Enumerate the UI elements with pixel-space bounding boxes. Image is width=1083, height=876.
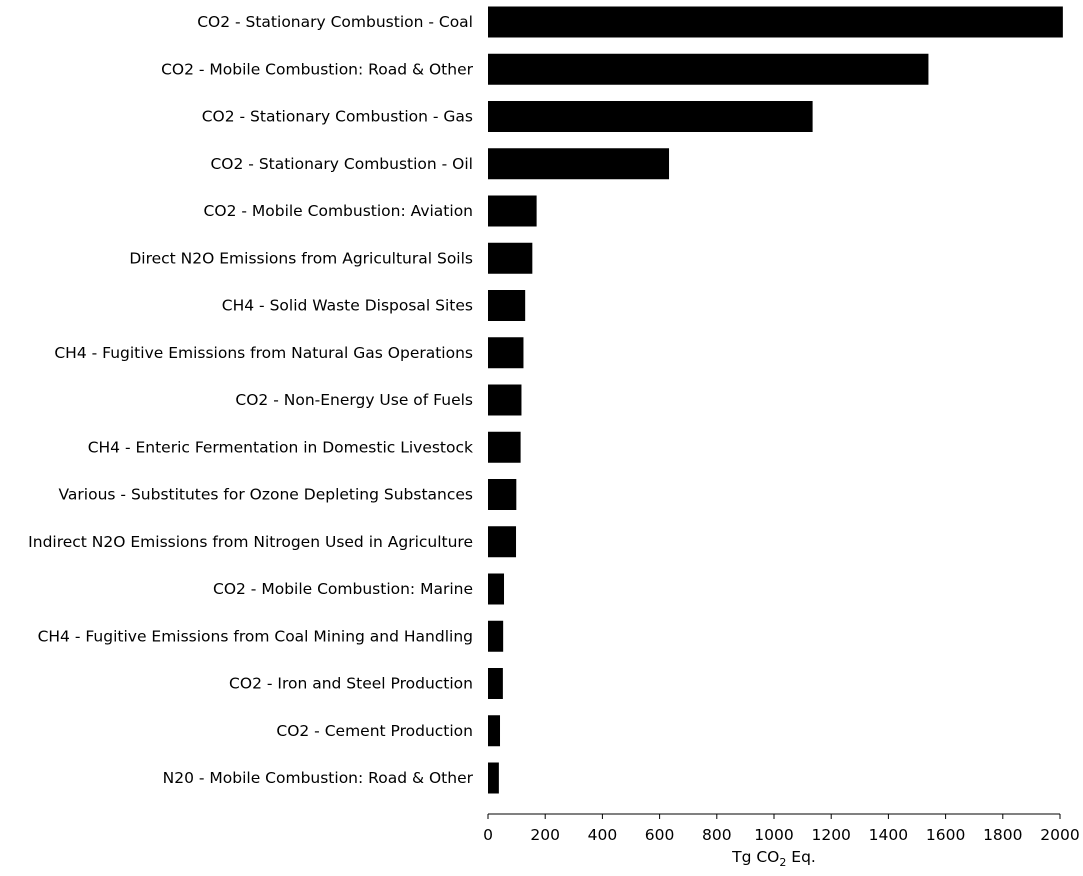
bar	[488, 337, 524, 369]
x-tick-label: 200	[530, 826, 560, 844]
bar	[488, 290, 526, 321]
bar	[488, 101, 813, 132]
category-label: CO2 - Stationary Combustion - Oil	[210, 155, 473, 173]
bars-group	[488, 6, 1063, 794]
x-axis-title-suffix: Eq.	[786, 848, 816, 866]
category-label: Various - Substitutes for Ozone Depletin…	[59, 486, 473, 504]
category-label: CH4 - Solid Waste Disposal Sites	[222, 297, 473, 315]
bar	[488, 6, 1063, 38]
bar	[488, 620, 504, 652]
bar	[488, 431, 521, 463]
x-axis-ticks: 0 200 400 600 800 1000 1200 1400 1600 1800 2000	[483, 814, 1080, 844]
x-tick-label: 600	[645, 826, 675, 844]
x-tick-label: 1800	[983, 826, 1022, 844]
category-label: CH4 - Fugitive Emissions from Coal Minin…	[38, 627, 473, 645]
category-label: N20 - Mobile Combustion: Road & Other	[163, 769, 474, 787]
category-label: Direct N2O Emissions from Agricultural S…	[129, 249, 473, 267]
x-axis-title-main: Tg CO	[731, 848, 779, 866]
bar	[488, 479, 517, 510]
category-label: CO2 - Mobile Combustion: Marine	[213, 580, 473, 598]
category-label: CH4 - Enteric Fermentation in Domestic L…	[88, 438, 473, 456]
category-label: Indirect N2O Emissions from Nitrogen Use…	[28, 533, 473, 551]
category-label: CO2 - Non-Energy Use of Fuels	[235, 391, 473, 409]
bar	[488, 668, 503, 699]
bar	[488, 195, 537, 227]
bar	[488, 573, 505, 605]
category-label: CO2 - Iron and Steel Production	[229, 675, 473, 693]
x-tick-label: 1600	[926, 826, 965, 844]
bar	[488, 53, 929, 85]
category-label: CO2 - Cement Production	[276, 722, 473, 740]
x-tick-label: 2000	[1040, 826, 1079, 844]
category-label: CO2 - Mobile Combustion: Road & Other	[161, 60, 474, 78]
x-tick-label: 800	[702, 826, 732, 844]
category-label: CO2 - Stationary Combustion - Coal	[197, 13, 473, 31]
bar	[488, 526, 517, 558]
bar	[488, 715, 501, 747]
x-tick-label: 1400	[869, 826, 908, 844]
bar	[488, 242, 533, 274]
bar	[488, 148, 670, 180]
bar	[488, 384, 522, 416]
category-label: CO2 - Stationary Combustion - Gas	[202, 108, 473, 126]
x-axis-title-subscript: 2	[779, 856, 786, 869]
x-axis-title: Tg CO2 Eq.	[731, 848, 816, 869]
x-tick-label: 1200	[811, 826, 850, 844]
category-labels: CO2 - Stationary Combustion - Coal CO2 - …	[28, 13, 473, 787]
category-label: CH4 - Fugitive Emissions from Natural Ga…	[54, 344, 473, 362]
category-label: CO2 - Mobile Combustion: Aviation	[204, 202, 473, 220]
x-tick-label: 1000	[754, 826, 793, 844]
x-tick-label: 400	[588, 826, 618, 844]
x-tick-label: 0	[483, 826, 493, 844]
bar	[488, 762, 499, 794]
